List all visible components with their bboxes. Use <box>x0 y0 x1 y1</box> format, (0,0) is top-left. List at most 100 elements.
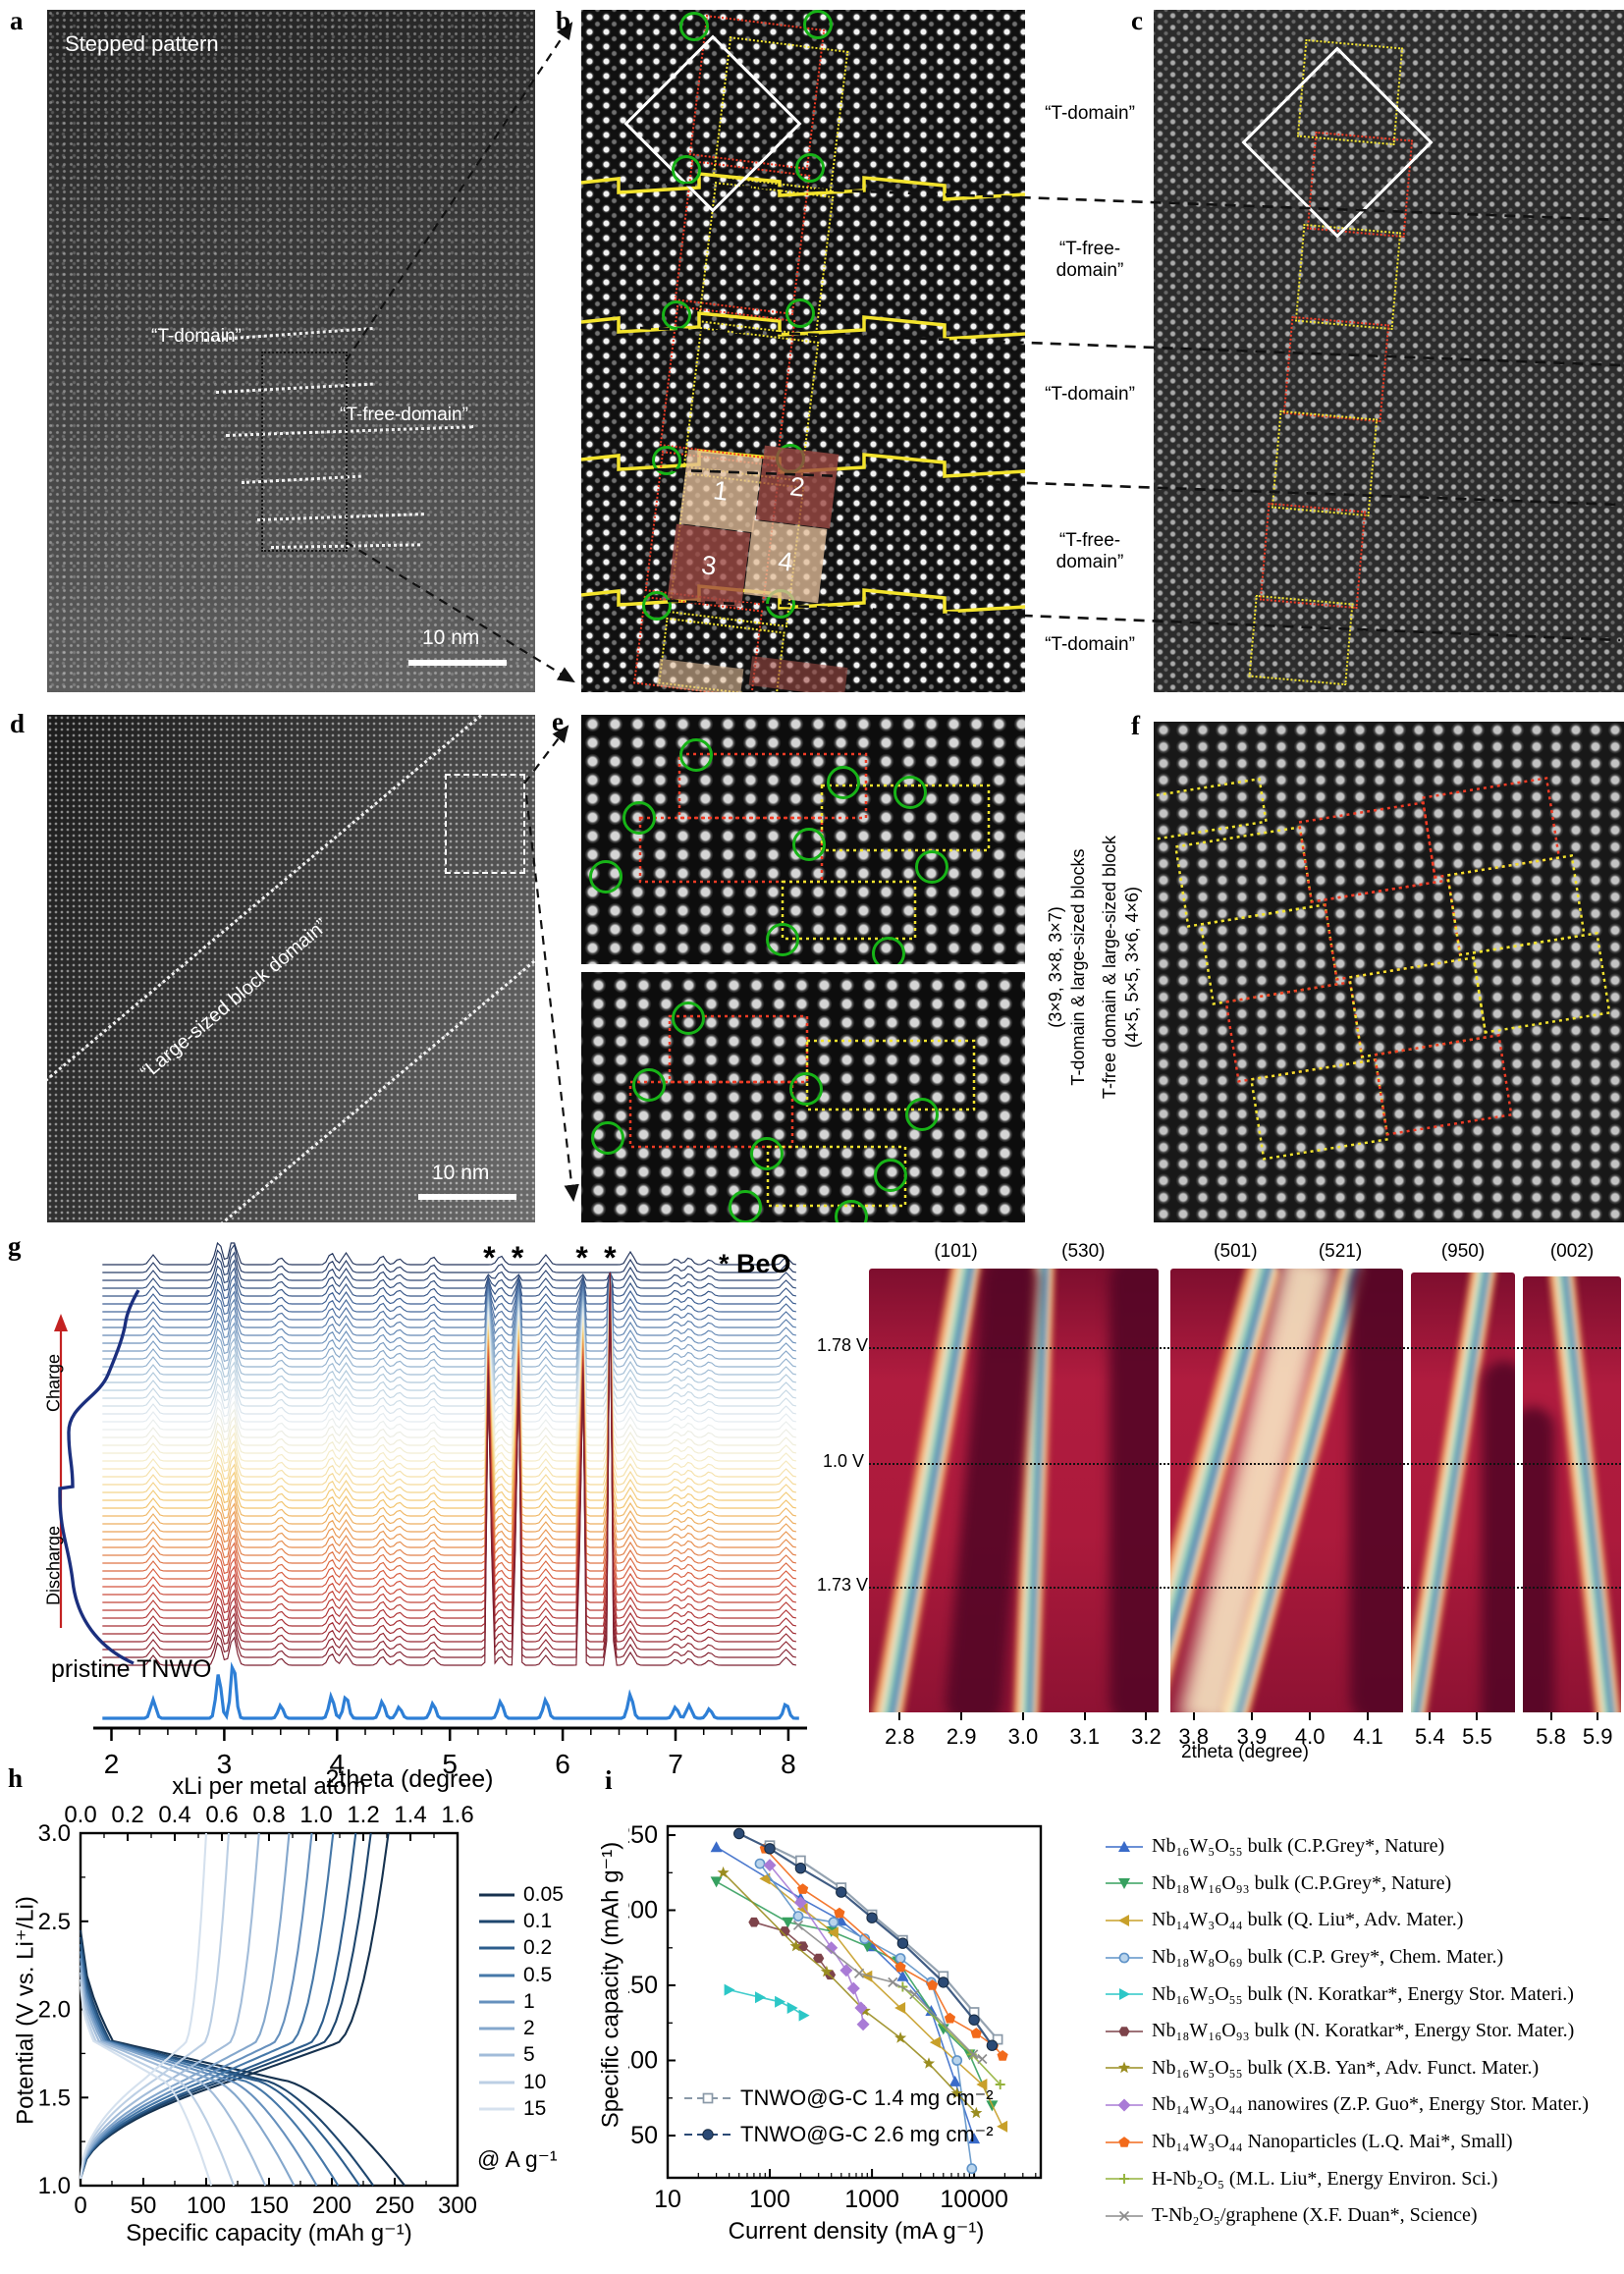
contour-x-tick <box>1429 1712 1432 1720</box>
i-inplot-legend-item: TNWO@G-C 2.6 mg cm⁻² <box>682 2116 994 2152</box>
legend-marker-sample <box>1106 1952 1143 1963</box>
stem-image-f <box>1154 722 1624 1222</box>
reference-series-label: Nb₁₆W₅O₅₅ bulk (C.P.Grey*, Nature) <box>1152 1835 1445 1858</box>
panel-e1-overlay <box>638 752 991 941</box>
i-legend-item: Nb₁₄W₃O₄₄ bulk (Q. Liu*, Adv. Mater.) <box>1104 1902 1589 1939</box>
contour-panel-950 <box>1411 1272 1515 1712</box>
reference-series-label: Nb₁₄W₃O₄₄ bulk (Q. Liu*, Adv. Mater.) <box>1152 1909 1464 1931</box>
tetrahedral-site-circle <box>795 153 825 183</box>
contour-dark-band <box>1350 1269 1403 1712</box>
caption-line: (3×9, 3×8, 3×7) <box>1046 906 1065 1028</box>
scalebar-a <box>408 660 507 666</box>
contour-dark-band <box>1482 1360 1515 1712</box>
contour-streak <box>1545 1276 1621 1712</box>
h-legend-item: 15 <box>477 2095 564 2122</box>
charge-discharge-curves <box>79 1832 406 2187</box>
contour-x-tick-label: 2.9 <box>946 1724 977 1749</box>
svg-text:1.0: 1.0 <box>38 2173 71 2199</box>
h-legend-item: 1 <box>477 1988 564 2015</box>
svg-text:1.2: 1.2 <box>347 1802 379 1828</box>
tetrahedral-site-circle <box>803 10 833 39</box>
svg-text:2.0: 2.0 <box>38 1997 71 2024</box>
legend-line-sample <box>479 1893 514 1897</box>
tetrahedral-site-circle <box>893 776 927 809</box>
legend-marker-sample <box>1106 2026 1143 2036</box>
voltage-dotted-line-178 <box>869 1347 1621 1349</box>
h-legend-item: 0.1 <box>477 1908 564 1934</box>
panel-a-t-free-domain-label: “T-free-domain” <box>340 405 468 425</box>
miller-index-label: (950) <box>1440 1241 1486 1262</box>
svg-text:0.4: 0.4 <box>158 1802 190 1828</box>
miller-index-label: (002) <box>1549 1241 1595 1262</box>
panel-a-t-domain-label: “T-domain” <box>151 326 242 347</box>
h-top-axis-title: xLi per metal atom <box>172 1773 366 1800</box>
block-number: 2 <box>787 470 807 503</box>
contour-x-tick-label: 2.8 <box>885 1724 915 1749</box>
beo-peak-asterisk: * <box>512 1240 524 1275</box>
h-rate-unit-label: @ A g⁻¹ <box>477 2146 558 2172</box>
charge-axis-label: Charge <box>43 1353 64 1413</box>
panel-letter-e: e <box>552 707 564 736</box>
h-rate-legend: 0.05 0.1 0.2 0.5 1 2 5 10 15 <box>477 1881 564 2123</box>
stem-image-a: Stepped pattern “T-domain” “T-free-domai… <box>47 10 535 692</box>
h-legend-item: 10 <box>477 2069 564 2095</box>
block-number: 4 <box>776 545 795 577</box>
reference-series-label: Nb₁₈W₁₆O₉₃ bulk (C.P.Grey*, Nature) <box>1152 1871 1452 1894</box>
legend-line-sample <box>479 2107 514 2111</box>
zoom-region-box-d <box>445 774 525 874</box>
reference-series-label: H-Nb₂O₅ (M.L. Liu*, Energy Environ. Sci.… <box>1152 2167 1498 2190</box>
i-reference-legend: Nb₁₆W₅O₅₅ bulk (C.P.Grey*, Nature) Nb₁₈W₁… <box>1104 1828 1589 2235</box>
h-legend-item: 5 <box>477 2042 564 2069</box>
voltage-dotted-line-10 <box>869 1463 1621 1465</box>
rate-label: 2 <box>523 2017 535 2040</box>
domain-label-t: “T-domain” <box>1045 103 1135 124</box>
svg-text:0.6: 0.6 <box>205 1802 238 1828</box>
rate-label: 15 <box>523 2097 547 2121</box>
panel-letter-a: a <box>10 6 24 35</box>
svg-text:1.0: 1.0 <box>299 1802 332 1828</box>
tetrahedral-site-circle <box>905 1098 939 1131</box>
domain-label-t: “T-domain” <box>1045 384 1135 405</box>
tetrahedral-site-circle <box>766 923 799 956</box>
contour-x-tick <box>1192 1712 1195 1720</box>
legend-marker-sample <box>1106 2136 1143 2147</box>
svg-text:8: 8 <box>781 1749 796 1779</box>
tetrahedral-site-circle <box>672 1002 705 1035</box>
svg-text:10: 10 <box>654 2186 681 2213</box>
tetrahedral-site-circle <box>915 850 948 884</box>
panel-e2-overlay <box>628 1014 976 1208</box>
numbered-block-4: 4 <box>743 519 828 604</box>
rate-label: 0.5 <box>523 1963 553 1986</box>
contour-dark-band <box>1523 1407 1554 1712</box>
zoom-region-box-a <box>261 352 348 552</box>
panel-f-overlay <box>1154 777 1611 1161</box>
reference-series-label: Nb₁₄W₃O₄₄ nanowires (Z.P. Guo*, Energy S… <box>1152 2093 1589 2116</box>
caption-line: T-free domain & large-sized block <box>1100 835 1119 1100</box>
tetrahedral-site-circle <box>874 1159 907 1192</box>
panel-f-rotated-caption: T-free domain & large-sized block (4×5, … <box>1099 712 1142 1222</box>
galvanostatic-curves-chart: 0 50 100 150 200 250 300 0.0 0.2 0.4 0.6 0.8 1.0 1.2 1… <box>38 1802 477 2219</box>
numbered-block-1: 1 <box>678 449 763 533</box>
svg-text:3.0: 3.0 <box>38 1820 71 1847</box>
panel-letter-f: f <box>1131 711 1140 740</box>
tnwo-series-label: TNWO@G-C 2.6 mg cm⁻² <box>740 2121 994 2146</box>
domain-label-tfree: “T-free-domain” <box>1056 239 1124 281</box>
tnwo-series-label: TNWO@G-C 1.4 mg cm⁻² <box>740 2084 994 2110</box>
voltage-profile-curve <box>58 1289 140 1665</box>
contour-x-tick <box>1597 1712 1599 1720</box>
contour-dark-band <box>1110 1269 1159 1712</box>
legend-line-sample <box>479 1974 514 1977</box>
tetrahedral-site-circle <box>591 1121 624 1155</box>
contour-x-tick-label: 3.9 <box>1236 1724 1268 1749</box>
legend-marker-sample <box>1106 1840 1143 1852</box>
block-outline-yellow <box>1294 223 1402 331</box>
i-inplot-legend-item: TNWO@G-C 1.4 mg cm⁻² <box>682 2080 994 2116</box>
contour-x-tick-label: 5.8 <box>1536 1724 1566 1749</box>
legend-marker-sample <box>684 2092 731 2103</box>
svg-text:300: 300 <box>438 2193 477 2219</box>
svg-text:5: 5 <box>442 1749 458 1779</box>
contour-x-tick <box>960 1712 963 1720</box>
h-legend-item: 0.5 <box>477 1962 564 1988</box>
svg-text:1000: 1000 <box>844 2186 899 2213</box>
contour-x-tick <box>1083 1712 1086 1720</box>
